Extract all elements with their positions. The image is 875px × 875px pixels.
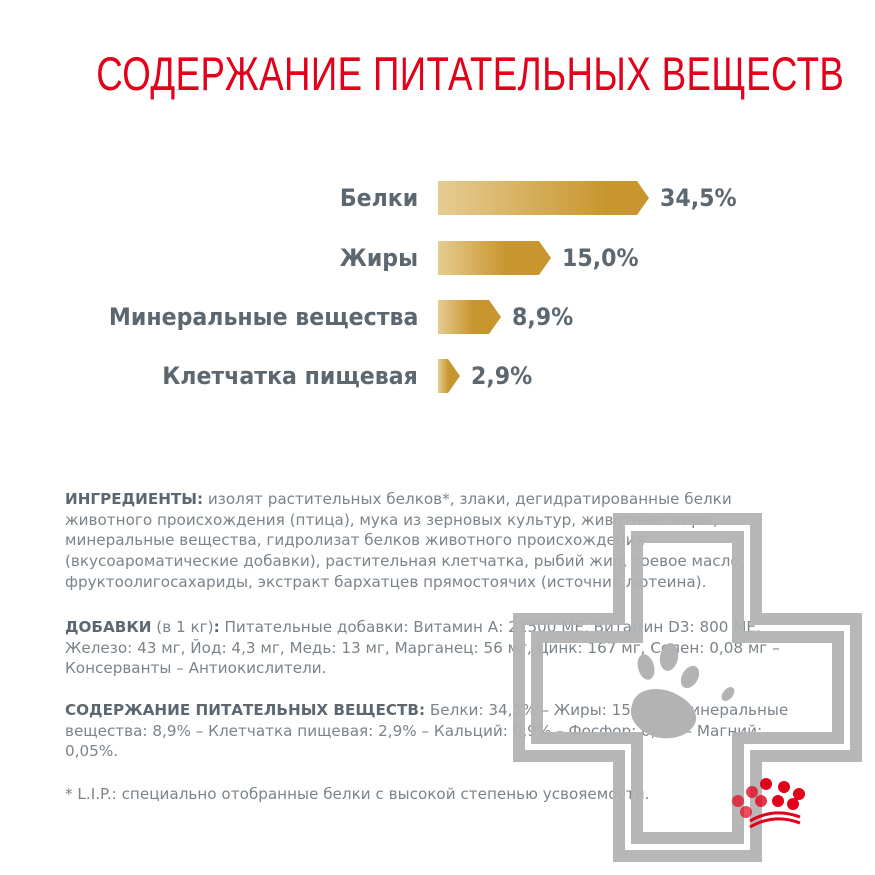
bar bbox=[438, 241, 551, 275]
page-title: СОДЕРЖАНИЕ ПИТАТЕЛЬНЫХ ВЕЩЕСТВ bbox=[96, 47, 845, 100]
bar-value: 8,9% bbox=[512, 303, 574, 331]
nutrients-heading: СОДЕРЖАНИЕ ПИТАТЕЛЬНЫХ ВЕЩЕСТВ: bbox=[65, 701, 426, 719]
bar-label: Жиры bbox=[339, 244, 418, 272]
bar-value: 34,5% bbox=[660, 184, 737, 212]
royal-canin-crown-logo bbox=[732, 778, 805, 829]
bar-label: Минеральные вещества bbox=[108, 303, 418, 331]
bar bbox=[438, 181, 649, 215]
bar-row-fiber: Клетчатка пищевая 2,9% bbox=[0, 358, 875, 394]
nutrients-paragraph: СОДЕРЖАНИЕ ПИТАТЕЛЬНЫХ ВЕЩЕСТВ: Белки: 3… bbox=[65, 700, 805, 762]
additives-paragraph: ДОБАВКИ (в 1 кг): Питательные добавки: В… bbox=[65, 617, 805, 679]
additives-colon: : bbox=[213, 618, 220, 636]
additives-heading: ДОБАВКИ bbox=[65, 618, 152, 636]
additives-qualifier: (в 1 кг) bbox=[151, 618, 214, 636]
bar-row-minerals: Минеральные вещества 8,9% bbox=[0, 299, 875, 335]
nutrient-bar-chart: Белки 34,5% Жиры 15,0% Минеральные вещес… bbox=[0, 0, 875, 420]
bar-label: Белки bbox=[339, 184, 418, 212]
bar-value: 15,0% bbox=[562, 244, 639, 272]
bar bbox=[438, 359, 460, 393]
footnote: * L.I.P.: специально отобранные белки с … bbox=[65, 785, 650, 803]
ingredients-heading: ИНГРЕДИЕНТЫ: bbox=[65, 490, 204, 508]
bar-row-fat: Жиры 15,0% bbox=[0, 240, 875, 276]
bar-label: Клетчатка пищевая bbox=[162, 362, 418, 390]
bar-value: 2,9% bbox=[471, 362, 533, 390]
ingredients-paragraph: ИНГРЕДИЕНТЫ: изолят растительных белков*… bbox=[65, 489, 805, 593]
bar bbox=[438, 300, 501, 334]
bar-row-protein: Белки 34,5% bbox=[0, 180, 875, 216]
